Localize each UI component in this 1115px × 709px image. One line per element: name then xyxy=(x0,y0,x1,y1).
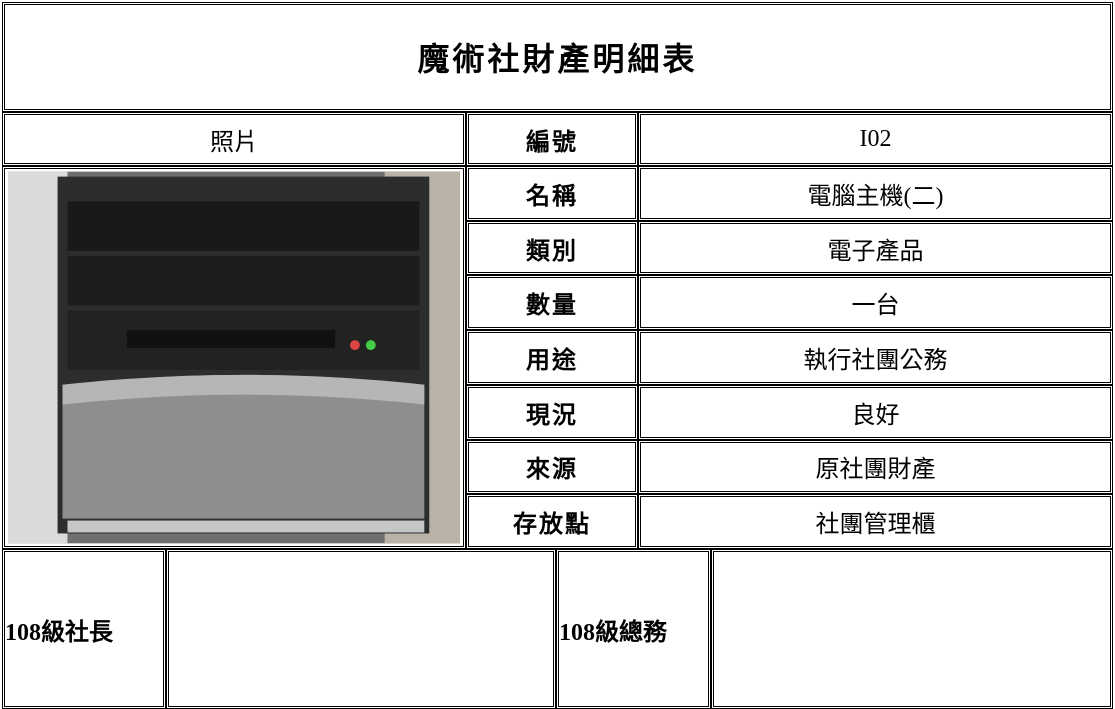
field-label: 現況 xyxy=(466,384,638,440)
field-label: 用途 xyxy=(466,330,638,385)
front-panel xyxy=(62,374,425,519)
field-label: 來源 xyxy=(466,439,638,495)
bay xyxy=(67,201,420,251)
jack xyxy=(349,340,360,351)
field-value: 執行社團公務 xyxy=(638,330,1113,385)
field-value: 電子產品 xyxy=(638,220,1113,276)
field-value: 社團管理櫃 xyxy=(638,494,1113,549)
photo-label: 照片 xyxy=(2,112,466,166)
field-value: 原社團財產 xyxy=(638,439,1113,495)
field-label: 編號 xyxy=(466,112,638,166)
field-value: 良好 xyxy=(638,384,1113,440)
floppy xyxy=(126,330,336,349)
signature-label: 108級社長 xyxy=(2,549,166,709)
field-value: I02 xyxy=(638,112,1113,166)
signature-box xyxy=(711,549,1113,709)
photo-side xyxy=(8,171,68,544)
field-label: 存放點 xyxy=(466,494,638,549)
base xyxy=(67,520,425,533)
field-value: 電腦主機(二) xyxy=(638,166,1113,221)
title: 魔術社財產明細表 xyxy=(2,2,1113,112)
bay xyxy=(67,255,420,306)
signature-box xyxy=(166,549,556,709)
field-label: 名稱 xyxy=(466,166,638,221)
field-label: 數量 xyxy=(466,275,638,331)
signature-label: 108級總務 xyxy=(556,549,711,709)
jack xyxy=(365,340,376,351)
field-value: 一台 xyxy=(638,275,1113,331)
highlight xyxy=(62,374,425,405)
field-label: 類別 xyxy=(466,220,638,276)
computer-photo xyxy=(8,171,460,544)
photo xyxy=(2,166,466,549)
